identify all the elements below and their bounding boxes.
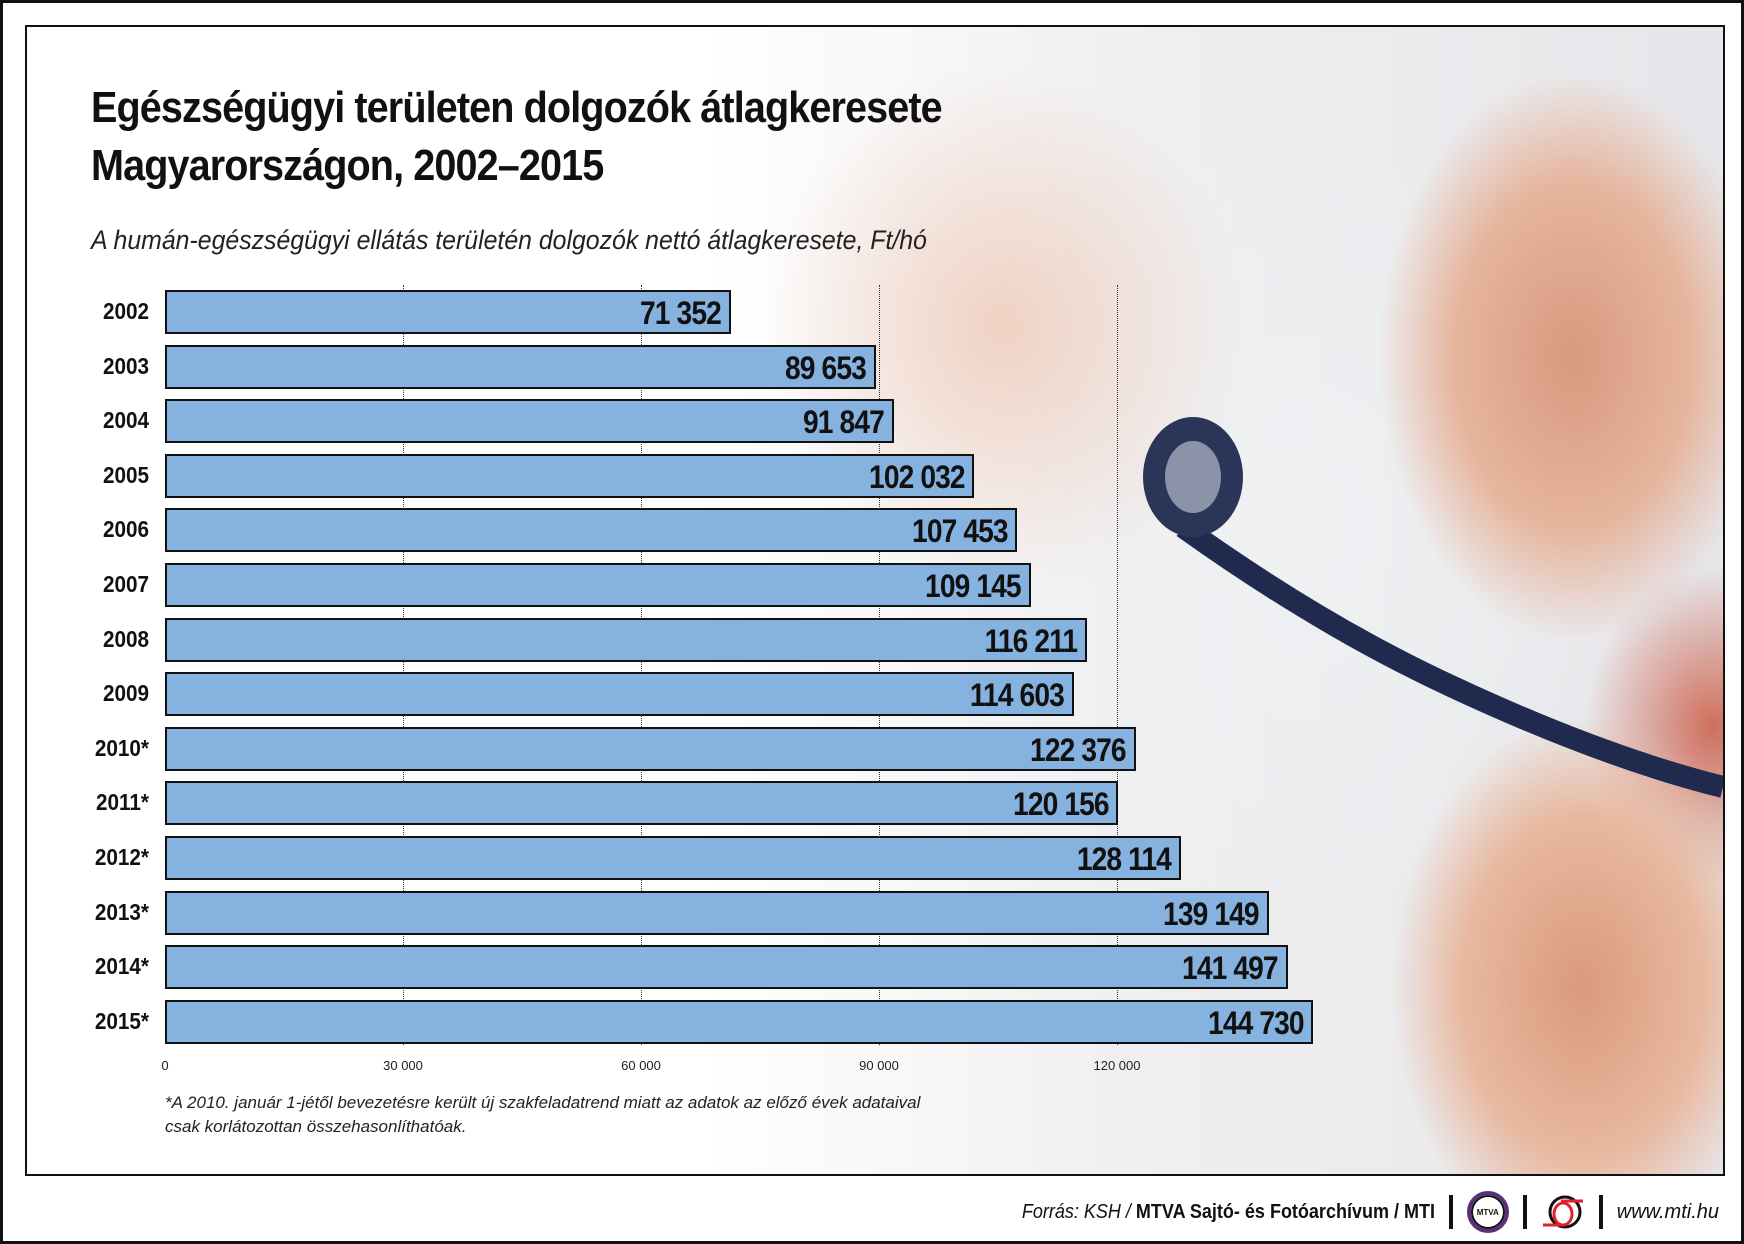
x-tick-label: 120 000	[1093, 1058, 1141, 1073]
y-category-label: 2006	[102, 516, 149, 543]
bar: 109 145	[165, 563, 1031, 607]
bar: 120 156	[165, 781, 1119, 826]
y-category-label: 2003	[102, 352, 149, 379]
bar: 139 149	[165, 890, 1269, 935]
y-category-label: 2005	[102, 461, 149, 488]
y-category-label: 2012*	[94, 844, 149, 870]
bar: 91 847	[165, 399, 894, 444]
gridline	[879, 285, 880, 1045]
bar: 102 032	[165, 453, 975, 498]
bar-value-label: 114 603	[970, 677, 1065, 714]
gridline	[403, 285, 404, 1045]
bar: 116 211	[165, 617, 1087, 662]
y-category-label: 2002	[102, 298, 149, 324]
source-text: Forrás: KSH / MTVA Sajtó- és Fotóarchívu…	[1022, 1201, 1435, 1224]
bar: 128 114	[165, 836, 1182, 880]
bar: 89 653	[165, 344, 877, 389]
bar: 71 352	[165, 290, 732, 334]
bar-value-label: 139 149	[1163, 895, 1260, 932]
bar-value-label: 71 352	[640, 295, 722, 331]
mtva-logo: MTVA	[1466, 1191, 1509, 1233]
gridline	[641, 285, 642, 1045]
y-category-label: 2008	[102, 625, 149, 652]
bar-value-label: 141 497	[1181, 950, 1279, 987]
x-tick-label: 90 000	[859, 1058, 899, 1073]
x-tick-label: 30 000	[383, 1058, 423, 1073]
footnote-line-1: *A 2010. január 1-jétől bevezetésre kerü…	[165, 1093, 921, 1112]
separator	[1598, 1195, 1603, 1229]
bar: 144 730	[165, 999, 1314, 1044]
gridline	[1117, 285, 1118, 1045]
footnote-line-2: csak korlátozottan összehasonlíthatóak.	[165, 1117, 467, 1136]
y-category-label: 2014*	[94, 953, 149, 980]
bar-value-label: 116 211	[984, 622, 1077, 659]
footer: Forrás: KSH / MTVA Sajtó- és Fotóarchívu…	[976, 1191, 1719, 1233]
bar: 107 453	[165, 508, 1018, 553]
chart-title-line-1: Egészségügyi területen dolgozók átlagker…	[91, 83, 943, 132]
chart-subtitle: A humán-egészségügyi ellátás területén d…	[91, 225, 927, 255]
mti-logo-icon	[1542, 1195, 1583, 1229]
y-category-label: 2009	[102, 680, 149, 707]
website-link[interactable]: www.mti.hu	[1616, 1200, 1719, 1223]
separator	[1522, 1195, 1527, 1229]
y-category-label: 2010*	[94, 734, 149, 761]
y-category-label: 2004	[102, 407, 149, 434]
source-prefix: Forrás: KSH /	[1021, 1200, 1136, 1223]
bar-value-label: 128 114	[1077, 841, 1172, 877]
bar-value-label: 91 847	[802, 404, 885, 441]
y-category-label: 2007	[102, 571, 149, 597]
separator	[1448, 1195, 1453, 1229]
bar: 114 603	[165, 672, 1075, 717]
source-agency: MTVA Sajtó- és Fotóarchívum / MTI	[1135, 1200, 1435, 1223]
bar-value-label: 120 156	[1012, 786, 1110, 823]
x-tick-label: 0	[161, 1058, 169, 1073]
bar: 122 376	[165, 726, 1136, 771]
chart-title-line-2: Magyarországon, 2002–2015	[91, 141, 604, 190]
stethoscope-icon	[1143, 417, 1723, 798]
y-category-label: 2015*	[94, 1007, 149, 1034]
bar-value-label: 144 730	[1207, 1004, 1305, 1041]
bar-value-label: 122 376	[1030, 731, 1127, 768]
y-category-label: 2013*	[94, 898, 149, 925]
bar-value-label: 107 453	[911, 513, 1009, 550]
chart-frame	[25, 25, 1725, 1176]
bar-value-label: 102 032	[868, 458, 966, 495]
y-category-label: 2011*	[96, 789, 149, 816]
bar: 141 497	[165, 945, 1288, 990]
bar-value-label: 89 653	[785, 349, 867, 386]
bar-value-label: 109 145	[925, 568, 1022, 604]
x-tick-label: 60 000	[621, 1058, 661, 1073]
